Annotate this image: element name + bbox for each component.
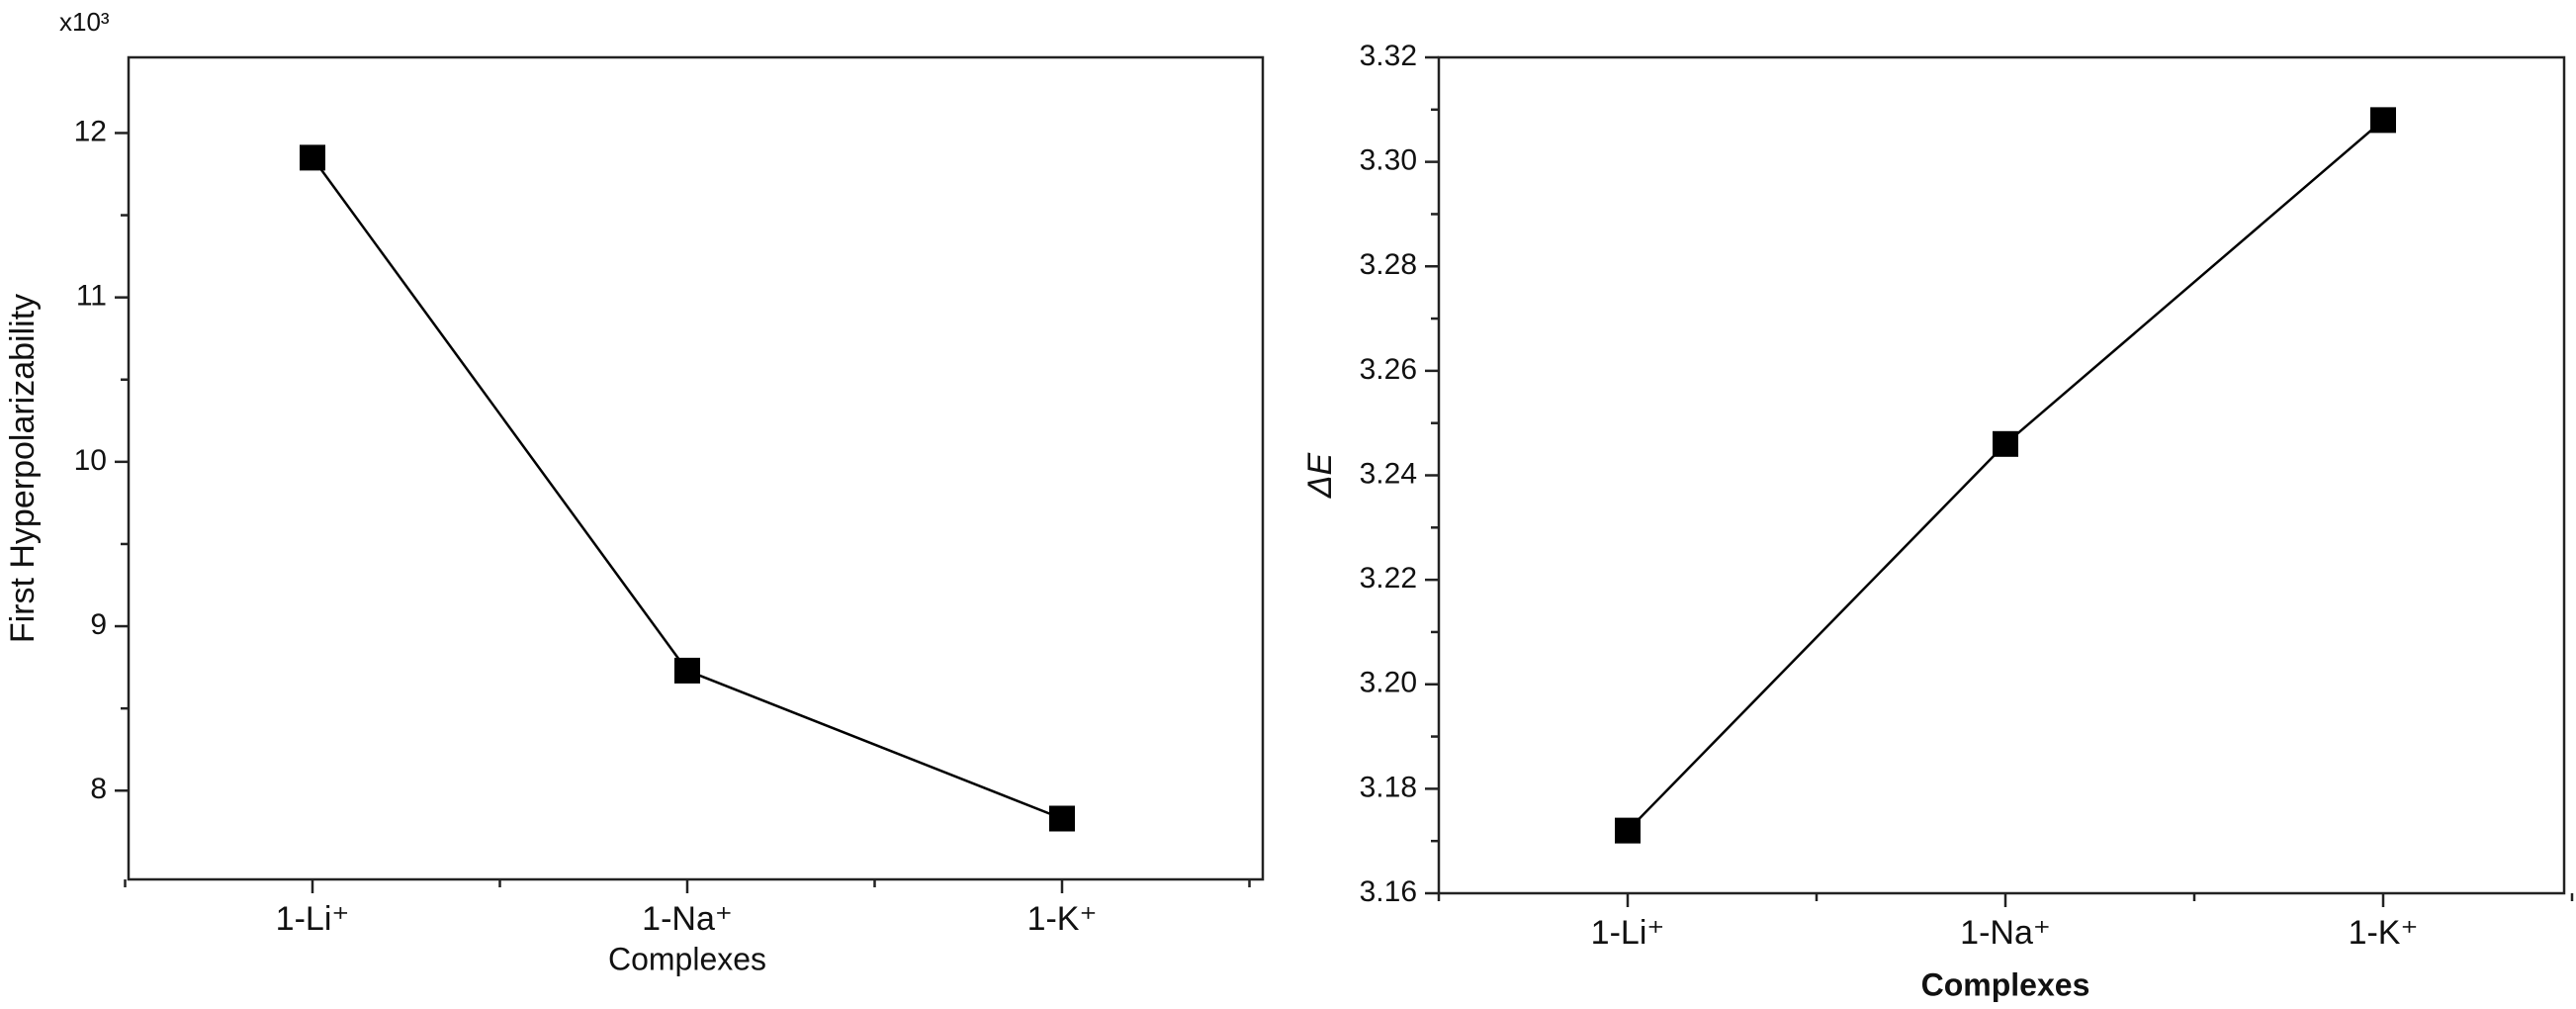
data-point xyxy=(1993,430,2018,457)
y-tick-label: 3.22 xyxy=(1360,562,1417,595)
y-axis-label: ΔE xyxy=(1301,452,1339,499)
data-line xyxy=(1627,119,2384,832)
x-tick-label: 1-K⁺ xyxy=(1027,900,1098,938)
data-point xyxy=(300,144,325,171)
y-tick-label: 12 xyxy=(74,115,107,147)
data-point xyxy=(2370,107,2396,134)
plot-frame xyxy=(1437,55,2566,895)
x-tick-label: 1-Li⁺ xyxy=(276,900,350,938)
plot-frame xyxy=(127,55,1265,881)
x-tick-label: 1-Li⁺ xyxy=(1591,914,1665,952)
y-tick-label: 3.16 xyxy=(1360,875,1417,908)
data-point xyxy=(1615,817,1641,844)
y-axis-label: First Hyperpolarizability xyxy=(4,294,42,643)
x-tick-label: 1-Na⁺ xyxy=(642,900,733,938)
data-line xyxy=(311,156,1063,820)
data-point xyxy=(1049,805,1075,832)
x-tick-label: 1-K⁺ xyxy=(2349,914,2419,952)
y-tick-label: 10 xyxy=(74,444,107,477)
y-multiplier: x10³ xyxy=(59,7,110,37)
y-tick-label: 3.28 xyxy=(1360,248,1417,281)
y-tick-label: 3.24 xyxy=(1360,457,1417,490)
y-tick-label: 8 xyxy=(90,773,107,805)
y-tick-label: 3.30 xyxy=(1360,144,1417,177)
x-tick-label: 1-Na⁺ xyxy=(1960,914,2051,952)
data-point xyxy=(674,657,700,684)
x-axis-label: Complexes xyxy=(1921,966,2090,1002)
y-tick-label: 9 xyxy=(90,608,107,641)
y-tick-label: 3.20 xyxy=(1360,667,1417,699)
y-tick-label: 3.32 xyxy=(1360,40,1417,72)
x-axis-label: Complexes xyxy=(608,941,766,976)
y-tick-label: 3.26 xyxy=(1360,353,1417,386)
y-tick-label: 3.18 xyxy=(1360,771,1417,803)
y-tick-label: 11 xyxy=(76,280,107,313)
